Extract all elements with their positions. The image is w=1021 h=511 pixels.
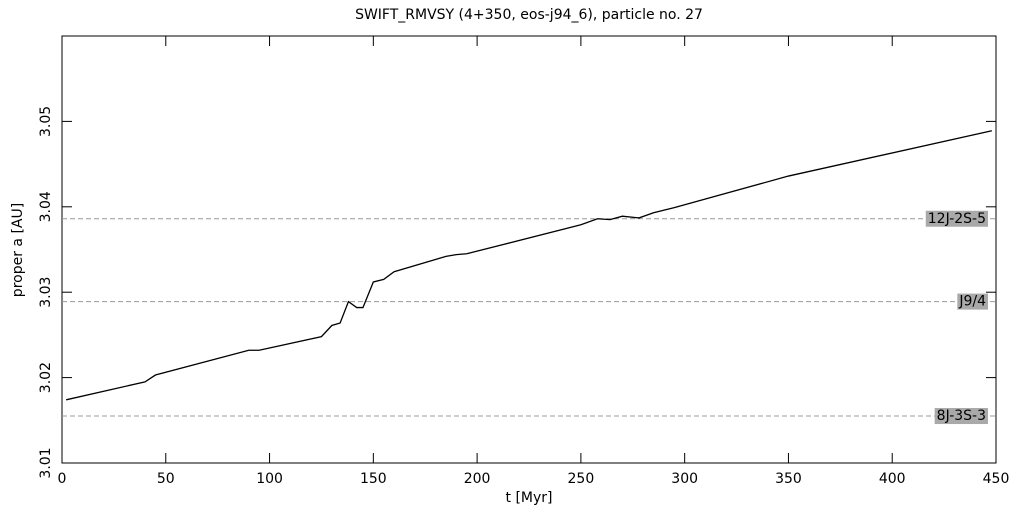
- resonance-label: 8J-3S-3: [937, 408, 986, 424]
- y-tick-label: 3.02: [38, 362, 54, 393]
- x-axis-label: t [Myr]: [506, 490, 553, 506]
- x-tick-label: 350: [775, 471, 802, 487]
- chart-title: SWIFT_RMVSY (4+350, eos-j94_6), particle…: [355, 7, 703, 23]
- y-tick-label: 3.03: [38, 277, 54, 308]
- plot-frame: [61, 35, 997, 464]
- y-tick-label: 3.05: [38, 106, 54, 137]
- resonance-label-bg: [925, 210, 988, 227]
- resonance-label: 12J-2S-5: [928, 211, 986, 227]
- y-axis-label: proper a [AU]: [10, 203, 26, 297]
- x-tick-label: 0: [58, 471, 67, 487]
- x-tick-label: 250: [568, 471, 595, 487]
- resonance-label: J9/4: [958, 294, 986, 310]
- x-tick-label: 50: [157, 471, 175, 487]
- x-tick-label: 100: [256, 471, 283, 487]
- x-tick-label: 300: [671, 471, 698, 487]
- resonance-label-bg: [934, 408, 988, 425]
- y-tick-label: 3.04: [38, 191, 54, 222]
- x-tick-label: 150: [360, 471, 387, 487]
- resonance-label-bg: [957, 293, 988, 310]
- data-line: [66, 130, 992, 401]
- x-tick-label: 400: [879, 471, 906, 487]
- y-tick-label: 3.01: [38, 447, 54, 478]
- x-tick-label: 200: [464, 471, 491, 487]
- x-tick-label: 450: [983, 471, 1010, 487]
